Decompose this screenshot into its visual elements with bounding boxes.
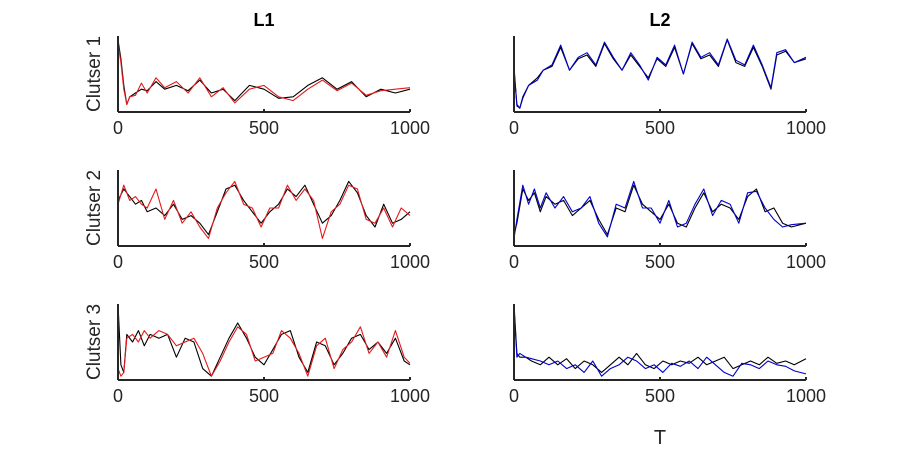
- series-line-estimate-r2-c2: [513, 180, 807, 239]
- series-line-estimate-r1-c2: [513, 38, 807, 109]
- x-tick-label: 500: [645, 386, 675, 406]
- x-tick-label: 1000: [786, 118, 826, 138]
- x-tick-label: 500: [249, 118, 279, 138]
- panel-r2-c1: 0 500 1000: [113, 170, 430, 272]
- x-tick-label: 0: [509, 386, 519, 406]
- x-tick-label: 0: [113, 118, 123, 138]
- series-line-estimate-r2-c1: [117, 180, 411, 239]
- row-label-cluster-2: Clutser 2: [84, 170, 105, 246]
- x-tick-label: 0: [113, 252, 123, 272]
- x-tick-label: 500: [645, 118, 675, 138]
- x-axis-label: T: [654, 427, 666, 449]
- column-title-l1: L1: [253, 10, 274, 30]
- x-tick-label: 0: [113, 386, 123, 406]
- panel-r1-c2: 0 500 1000: [509, 36, 826, 138]
- x-tick-label: 0: [509, 252, 519, 272]
- x-tick-label: 500: [249, 252, 279, 272]
- x-tick-label: 0: [509, 118, 519, 138]
- series-line-estimate-r3-c1: [117, 326, 411, 377]
- x-tick-label: 1000: [390, 252, 430, 272]
- x-tick-label: 1000: [786, 252, 826, 272]
- panel-r2-c2: 0 500 1000: [509, 170, 826, 272]
- column-title-l2: L2: [649, 10, 670, 30]
- series-line-reference-r1-c1: [117, 39, 411, 105]
- series-line-estimate-r1-c1: [117, 43, 411, 105]
- x-tick-label: 1000: [390, 118, 430, 138]
- panel-r3-c1: 0 500 1000: [113, 303, 430, 406]
- x-tick-label: 1000: [390, 386, 430, 406]
- series-line-estimate-r3-c2: [513, 307, 807, 377]
- x-tick-label: 500: [249, 386, 279, 406]
- x-tick-label: 1000: [786, 386, 826, 406]
- panel-r1-c1: 0 500 1000: [113, 36, 430, 138]
- panels-group: 0 500 1000 0 500 1000 0 500 1000 0 500 1000 0 500 1000…: [113, 36, 826, 406]
- x-tick-label: 500: [645, 252, 675, 272]
- row-label-cluster-1: Clutser 1: [84, 36, 105, 112]
- panel-r3-c2: 0 500 1000: [509, 303, 826, 406]
- row-label-cluster-3: Clutser 3: [84, 304, 105, 380]
